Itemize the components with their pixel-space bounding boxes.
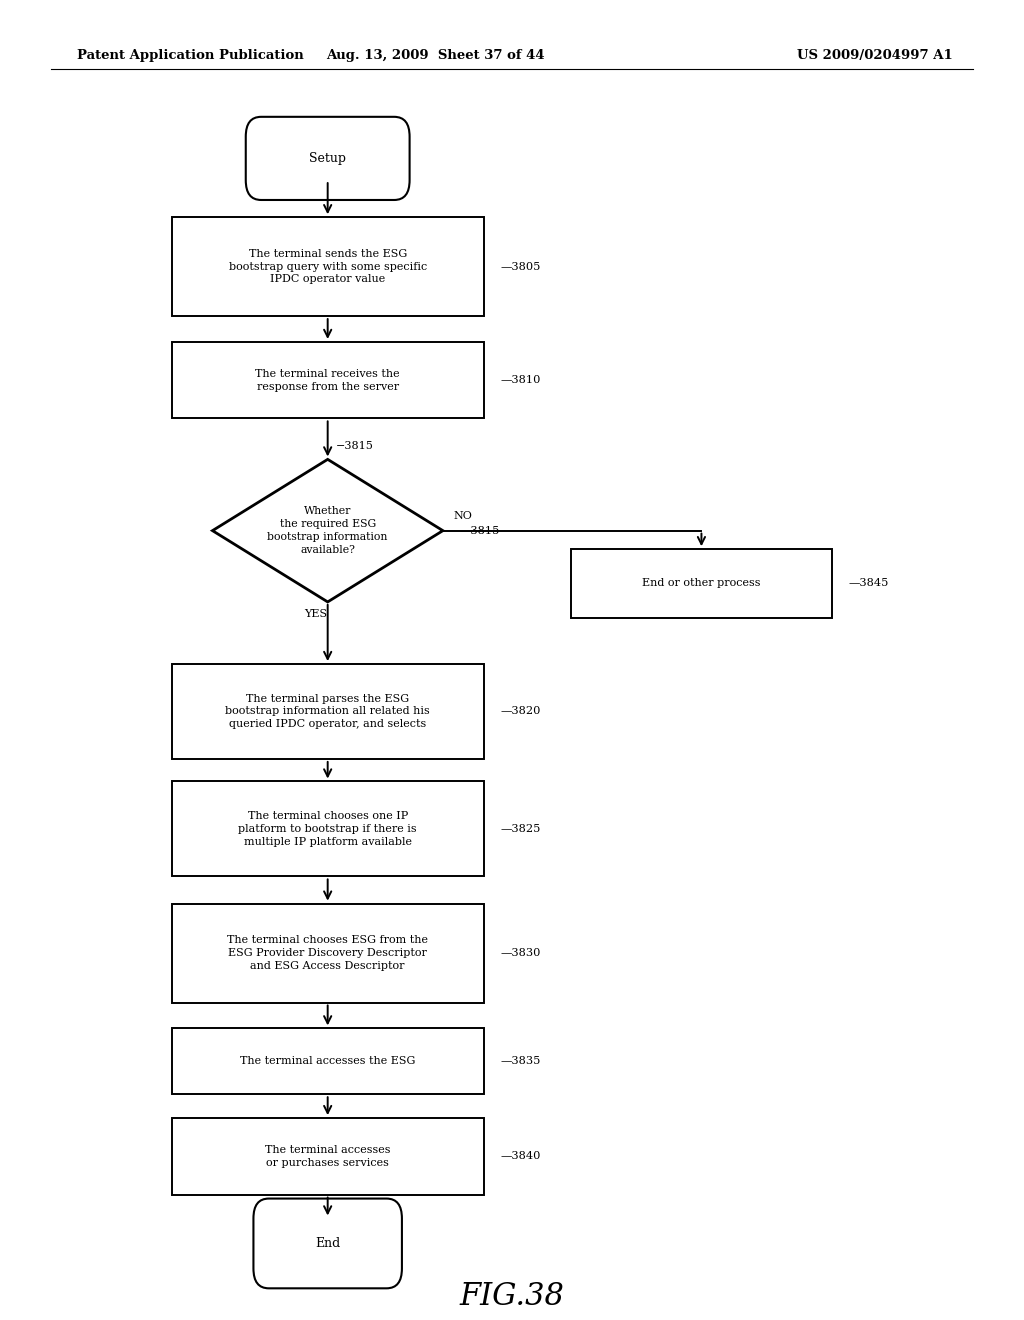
Text: The terminal sends the ESG
bootstrap query with some specific
IPDC operator valu: The terminal sends the ESG bootstrap que… [228,249,427,284]
Text: The terminal accesses
or purchases services: The terminal accesses or purchases servi… [265,1144,390,1168]
Text: —3805: —3805 [501,261,541,272]
Text: −3815: −3815 [336,441,374,451]
Text: Patent Application Publication: Patent Application Publication [77,49,303,62]
Bar [172,664,484,759]
Bar [571,549,833,618]
Text: End: End [315,1237,340,1250]
Text: —3810: —3810 [501,375,541,385]
Text: NO: NO [453,511,472,521]
Text: Setup: Setup [309,152,346,165]
Text: —3820: —3820 [501,706,541,717]
Text: The terminal parses the ESG
bootstrap information all related his
queried IPDC o: The terminal parses the ESG bootstrap in… [225,694,430,729]
Text: Aug. 13, 2009  Sheet 37 of 44: Aug. 13, 2009 Sheet 37 of 44 [326,49,545,62]
Text: US 2009/0204997 A1: US 2009/0204997 A1 [797,49,952,62]
Text: YES: YES [304,609,327,619]
Text: —3840: —3840 [501,1151,541,1162]
Bar [172,781,484,876]
FancyBboxPatch shape [254,1199,401,1288]
Polygon shape [213,459,442,602]
Text: FIG.38: FIG.38 [460,1280,564,1312]
Text: —3825: —3825 [501,824,541,834]
Text: —3845: —3845 [848,578,889,589]
FancyBboxPatch shape [246,116,410,199]
Text: The terminal accesses the ESG: The terminal accesses the ESG [240,1056,416,1067]
Bar [172,903,484,1003]
Text: The terminal receives the
response from the server: The terminal receives the response from … [255,368,400,392]
Bar [172,1028,484,1094]
Text: The terminal chooses ESG from the
ESG Provider Discovery Descriptor
and ESG Acce: The terminal chooses ESG from the ESG Pr… [227,936,428,970]
Bar [172,1118,484,1195]
Bar [172,216,484,315]
Text: —3815: —3815 [459,525,500,536]
Text: Whether
the required ESG
bootstrap information
available?: Whether the required ESG bootstrap infor… [267,507,388,554]
Text: The terminal chooses one IP
platform to bootstrap if there is
multiple IP platfo: The terminal chooses one IP platform to … [239,812,417,846]
Text: —3835: —3835 [501,1056,541,1067]
Text: —3830: —3830 [501,948,541,958]
Text: End or other process: End or other process [642,578,761,589]
Bar [172,342,484,418]
